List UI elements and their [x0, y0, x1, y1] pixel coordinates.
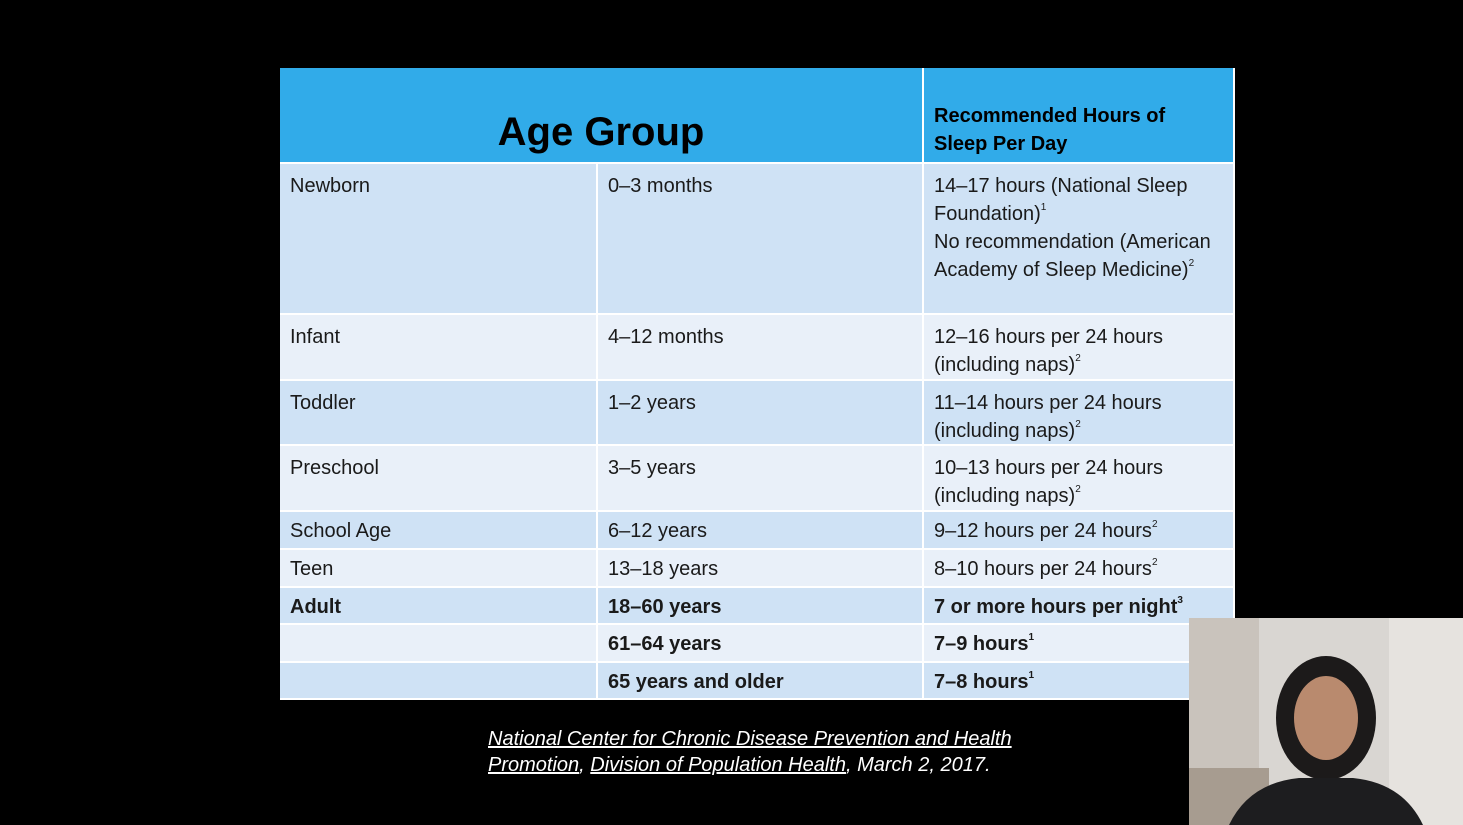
footnote-ref: 1 — [1040, 202, 1047, 213]
table-cell: 0–3 months — [598, 164, 924, 315]
sleep-hours: 11–14 hours per 24 hours (including naps… — [934, 389, 1223, 445]
table-cell: Teen — [280, 550, 598, 588]
hours-text: 7–8 hours — [934, 671, 1029, 693]
age-group: Adult — [290, 596, 342, 618]
footnote-ref: 1 — [1028, 670, 1035, 681]
footnote-ref: 2 — [1151, 519, 1158, 530]
sleep-hours: 14–17 hours (National Sleep Foundation)1 — [934, 172, 1223, 228]
footnote-ref: 2 — [1151, 557, 1158, 568]
hours-text: 9–12 hours per 24 hours — [934, 520, 1152, 542]
age-group: Toddler — [290, 392, 356, 414]
table-cell: Adult — [280, 588, 598, 625]
footnote-ref: 2 — [1075, 419, 1081, 430]
citation-link[interactable]: Division of Population Health — [590, 754, 846, 776]
sleep-hours: 12–16 hours per 24 hours (including naps… — [934, 323, 1223, 379]
table-cell: 65 years and older — [598, 663, 924, 700]
footnote-ref: 2 — [1075, 484, 1081, 495]
table-cell: 14–17 hours (National Sleep Foundation)1… — [924, 164, 1235, 315]
table-cell — [280, 625, 598, 663]
sleep-hours: 7 or more hours per night3 — [934, 593, 1223, 621]
header-cell: Age Group — [280, 68, 924, 164]
hours-text: 12–16 hours per 24 hours (including naps… — [934, 326, 1164, 376]
table-cell: 8–10 hours per 24 hours2 — [924, 550, 1235, 588]
age-range: 61–64 years — [608, 633, 722, 655]
sleep-hours: No recommendation (American Academy of S… — [934, 228, 1223, 284]
hours-text: No recommendation (American Academy of S… — [934, 231, 1211, 281]
table-cell: 10–13 hours per 24 hours (including naps… — [924, 446, 1235, 512]
sleep-hours: 8–10 hours per 24 hours2 — [934, 555, 1223, 583]
age-group: Teen — [290, 558, 334, 580]
citation-part: , March 2, 2017. — [845, 754, 991, 776]
table-cell: 11–14 hours per 24 hours (including naps… — [924, 381, 1235, 446]
citation: National Center for Chronic Disease Prev… — [488, 726, 1068, 778]
footnote-ref: 2 — [1075, 353, 1081, 364]
table-cell: 7–8 hours1 — [924, 663, 1235, 700]
table-cell: 3–5 years — [598, 446, 924, 512]
sleep-hours: 10–13 hours per 24 hours (including naps… — [934, 454, 1223, 510]
table-cell: 18–60 years — [598, 588, 924, 625]
table-cell: 6–12 years — [598, 512, 924, 550]
age-range: 0–3 months — [608, 175, 713, 197]
table-cell: 1–2 years — [598, 381, 924, 446]
age-group: Newborn — [290, 175, 371, 197]
table-cell: 9–12 hours per 24 hours2 — [924, 512, 1235, 550]
sleep-hours: 7–8 hours1 — [934, 668, 1223, 696]
hours-text: 11–14 hours per 24 hours (including naps… — [934, 392, 1162, 442]
age-group: Infant — [290, 326, 341, 348]
age-range: 3–5 years — [608, 457, 696, 479]
age-range: 6–12 years — [608, 520, 707, 542]
header-text: Recommended Hours of Sleep Per Day — [934, 105, 1166, 155]
hours-text: 7 or more hours per night — [934, 596, 1178, 618]
table-cell: 4–12 months — [598, 315, 924, 381]
age-range: 1–2 years — [608, 392, 696, 414]
table-cell: Infant — [280, 315, 598, 381]
header-cell: Recommended Hours of Sleep Per Day — [924, 68, 1235, 164]
age-range: 18–60 years — [608, 596, 722, 618]
table-cell: School Age — [280, 512, 598, 550]
table-cell: Preschool — [280, 446, 598, 512]
footnote-ref: 1 — [1028, 632, 1035, 643]
table-cell — [280, 663, 598, 700]
hours-text: 7–9 hours — [934, 633, 1029, 655]
table-cell: 12–16 hours per 24 hours (including naps… — [924, 315, 1235, 381]
hours-text: 10–13 hours per 24 hours (including naps… — [934, 457, 1164, 507]
sleep-hours: 9–12 hours per 24 hours2 — [934, 517, 1223, 545]
table-cell: 7 or more hours per night3 — [924, 588, 1235, 625]
table-cell: Toddler — [280, 381, 598, 446]
header-text: Age Group — [497, 110, 705, 154]
table-cell: 13–18 years — [598, 550, 924, 588]
age-group: Preschool — [290, 457, 379, 479]
table-cell: Newborn — [280, 164, 598, 315]
age-group: School Age — [290, 520, 392, 542]
sleep-hours: 7–9 hours1 — [934, 630, 1223, 658]
citation-part: , — [579, 754, 591, 776]
table-cell: 61–64 years — [598, 625, 924, 663]
hours-text: 8–10 hours per 24 hours — [934, 558, 1152, 580]
footnote-ref: 3 — [1177, 595, 1183, 606]
hours-text: 14–17 hours (National Sleep Foundation) — [934, 175, 1188, 225]
age-range: 65 years and older — [608, 671, 784, 693]
age-range: 13–18 years — [608, 558, 719, 580]
table-cell: 7–9 hours1 — [924, 625, 1235, 663]
webcam — [1189, 618, 1463, 825]
age-range: 4–12 months — [608, 326, 724, 348]
citation-link[interactable]: National Center for Chronic Disease Prev… — [488, 728, 1012, 776]
footnote-ref: 2 — [1188, 258, 1195, 269]
